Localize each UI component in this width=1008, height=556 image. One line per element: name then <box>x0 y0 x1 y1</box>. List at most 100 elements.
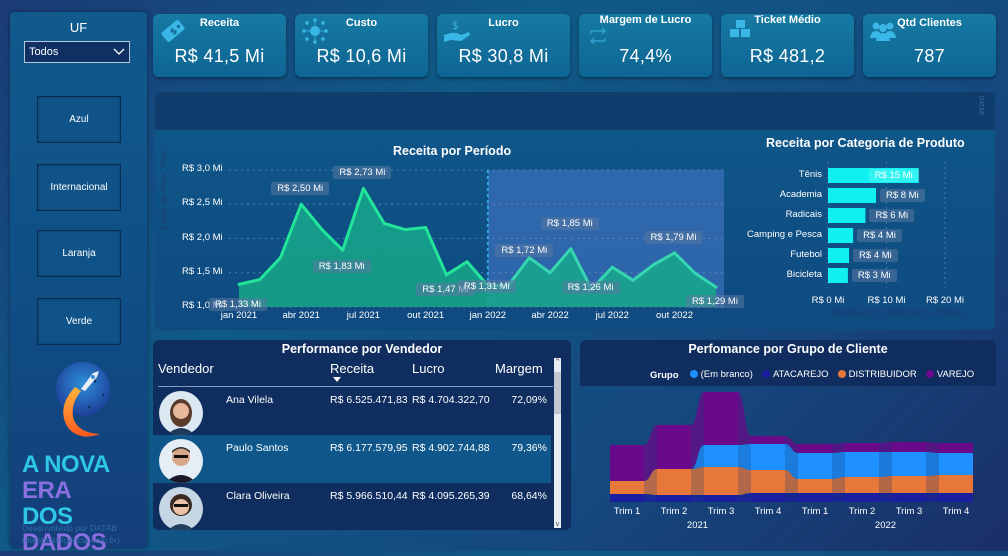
data-point[interactable] <box>341 248 345 252</box>
data-point[interactable] <box>361 186 365 190</box>
kpi-card-custo: Custo R$ 10,6 Mi <box>295 14 428 77</box>
vendor-name: Clara Oliveira <box>226 490 290 502</box>
uf-dropdown-value: Todos <box>29 46 59 58</box>
kpi-title: Ticket Médio <box>754 14 821 26</box>
area-line-segment <box>610 265 635 282</box>
area-line-segment <box>652 251 677 267</box>
area-line-segment <box>673 251 697 275</box>
kpi-card-ticket-medio: Ticket Médio R$ 481,2 <box>721 14 854 77</box>
area-line-segment <box>631 263 656 282</box>
bar[interactable] <box>828 228 854 243</box>
brand-text: ERA <box>22 477 72 504</box>
x-tick-label: jul 2022 <box>595 310 629 321</box>
area-line-segment <box>693 271 718 289</box>
column-header-receita[interactable]: Receita <box>330 361 375 376</box>
legend-item-atacarejo[interactable]: ATACAREJO <box>761 369 829 380</box>
column-header-lucro[interactable]: Lucro <box>412 361 445 376</box>
table-scrollbar[interactable]: ^ v <box>554 358 561 528</box>
scroll-up-icon[interactable]: ^ <box>554 358 561 366</box>
brand-title: A NOVA ERA DOS DADOS <box>22 452 147 556</box>
vendor-lucro: R$ 4.095.265,39 <box>412 490 490 502</box>
brand-text: DOS <box>22 503 73 530</box>
legend-label: DISTRIBUIDOR <box>848 368 917 380</box>
rocket-moon-icon <box>56 362 110 437</box>
filter-button-label: Laranja <box>62 248 96 259</box>
data-label: R$ 1,29 Mi <box>686 295 744 309</box>
column-header-margem[interactable]: Margem <box>495 361 543 376</box>
legend-dot <box>925 370 934 378</box>
category-label: Futebol <box>790 249 822 260</box>
data-point[interactable] <box>673 251 677 255</box>
table-row[interactable]: Paulo Santos R$ 6.177.579,95 R$ 4.902.74… <box>153 435 551 483</box>
legend-item-varejo[interactable]: VAREJO <box>925 369 974 380</box>
data-point[interactable] <box>424 226 428 230</box>
scrollbar-thumb[interactable] <box>554 372 561 414</box>
category-label: Radicais <box>785 209 822 220</box>
filter-button-verde[interactable]: Verde <box>37 298 121 345</box>
data-point[interactable] <box>278 256 282 260</box>
header-divider <box>158 386 553 387</box>
developer-credit: Desenvolvido por DATAB (databinteligenci… <box>22 522 120 546</box>
bar[interactable] <box>828 268 848 283</box>
data-point[interactable] <box>258 278 262 282</box>
legend-item-distribuidor[interactable]: DISTRIBUIDOR <box>837 368 917 380</box>
x-tick-label: Trim 1 <box>801 506 829 517</box>
svg-text:$: $ <box>452 19 459 32</box>
data-point[interactable] <box>465 260 469 264</box>
year-label: 2022 <box>874 520 897 531</box>
data-point[interactable] <box>444 273 448 277</box>
kpi-card-receita: $ Receita R$ 41,5 Mi <box>153 14 286 77</box>
boxes-icon <box>730 20 750 37</box>
data-point[interactable] <box>299 202 303 206</box>
bar-data-label: R$ 8 Mi <box>879 189 925 202</box>
data-label: R$ 1,72 Mi <box>495 243 554 257</box>
data-point[interactable] <box>569 247 573 251</box>
filter-button-laranja[interactable]: Laranja <box>37 230 121 277</box>
data-point[interactable] <box>693 271 697 275</box>
category-label: Tênis <box>798 169 822 180</box>
developer-line: Desenvolvido por DATAB <box>22 523 118 533</box>
scroll-down-icon[interactable]: v <box>555 520 560 528</box>
uf-dropdown[interactable]: Todos <box>24 41 130 63</box>
data-point[interactable] <box>714 285 718 289</box>
legend-item-em-branco[interactable]: (Em branco) <box>689 369 753 380</box>
data-point[interactable] <box>610 265 614 269</box>
kpi-card-margem: Margem de Lucro 74,4% <box>579 14 712 77</box>
ribbon-legend: Grupo (Em branco) ATACAREJO DISTRIBUIDOR… <box>650 363 978 382</box>
data-point[interactable] <box>320 228 324 232</box>
data-point[interactable] <box>652 263 656 267</box>
kpi-card-qtd-clientes: Qtd Clientes 787 <box>863 14 996 77</box>
vendor-margem: 68,64% <box>511 490 547 502</box>
bar[interactable] <box>828 188 876 203</box>
data-point[interactable] <box>403 228 407 232</box>
filter-button-internacional[interactable]: Internacional <box>37 164 121 211</box>
developer-link[interactable]: (databinteligencia.com.br) <box>22 535 120 545</box>
y-tick-label: R$ 2,0 Mi <box>182 231 223 243</box>
bar[interactable] <box>828 168 919 183</box>
data-label: R$ 1,31 Mi <box>457 279 516 293</box>
data-point[interactable] <box>548 271 552 275</box>
filter-button-azul[interactable]: Azul <box>37 96 121 143</box>
kpi-value: R$ 30,8 Mi <box>458 46 549 66</box>
kpi-title: Margem de Lucro <box>599 14 692 26</box>
ribbon-chart-title: Perfomance por Grupo de Cliente <box>688 342 888 356</box>
area-line-segment <box>320 228 345 252</box>
bar[interactable] <box>828 208 866 223</box>
table-row[interactable]: Clara Oliveira R$ 5.966.510,44 R$ 4.095.… <box>153 483 551 530</box>
area-line-segment <box>237 278 262 286</box>
table-row[interactable]: Ana Vilela R$ 6.525.471,83 R$ 4.704.322,… <box>153 387 551 435</box>
legend-dot <box>761 370 770 378</box>
data-point[interactable] <box>237 282 241 286</box>
table-title: Performance por Vendedor <box>281 342 443 356</box>
data-point[interactable] <box>382 221 386 225</box>
data-point[interactable] <box>631 278 635 282</box>
bar[interactable] <box>828 248 850 263</box>
legend-title: Grupo <box>650 370 679 381</box>
x-tick-label: Trim 2 <box>660 506 688 517</box>
x-tick-label: out 2021 <box>407 310 445 321</box>
chevron-down-icon <box>113 48 125 55</box>
column-header-vendedor[interactable]: Vendedor <box>158 361 214 376</box>
vendor-name: Ana Vilela <box>226 394 274 406</box>
bar-chart-title: Receita por Categoria de Produto <box>766 136 965 150</box>
x-tick-label: jul 2021 <box>346 310 381 321</box>
